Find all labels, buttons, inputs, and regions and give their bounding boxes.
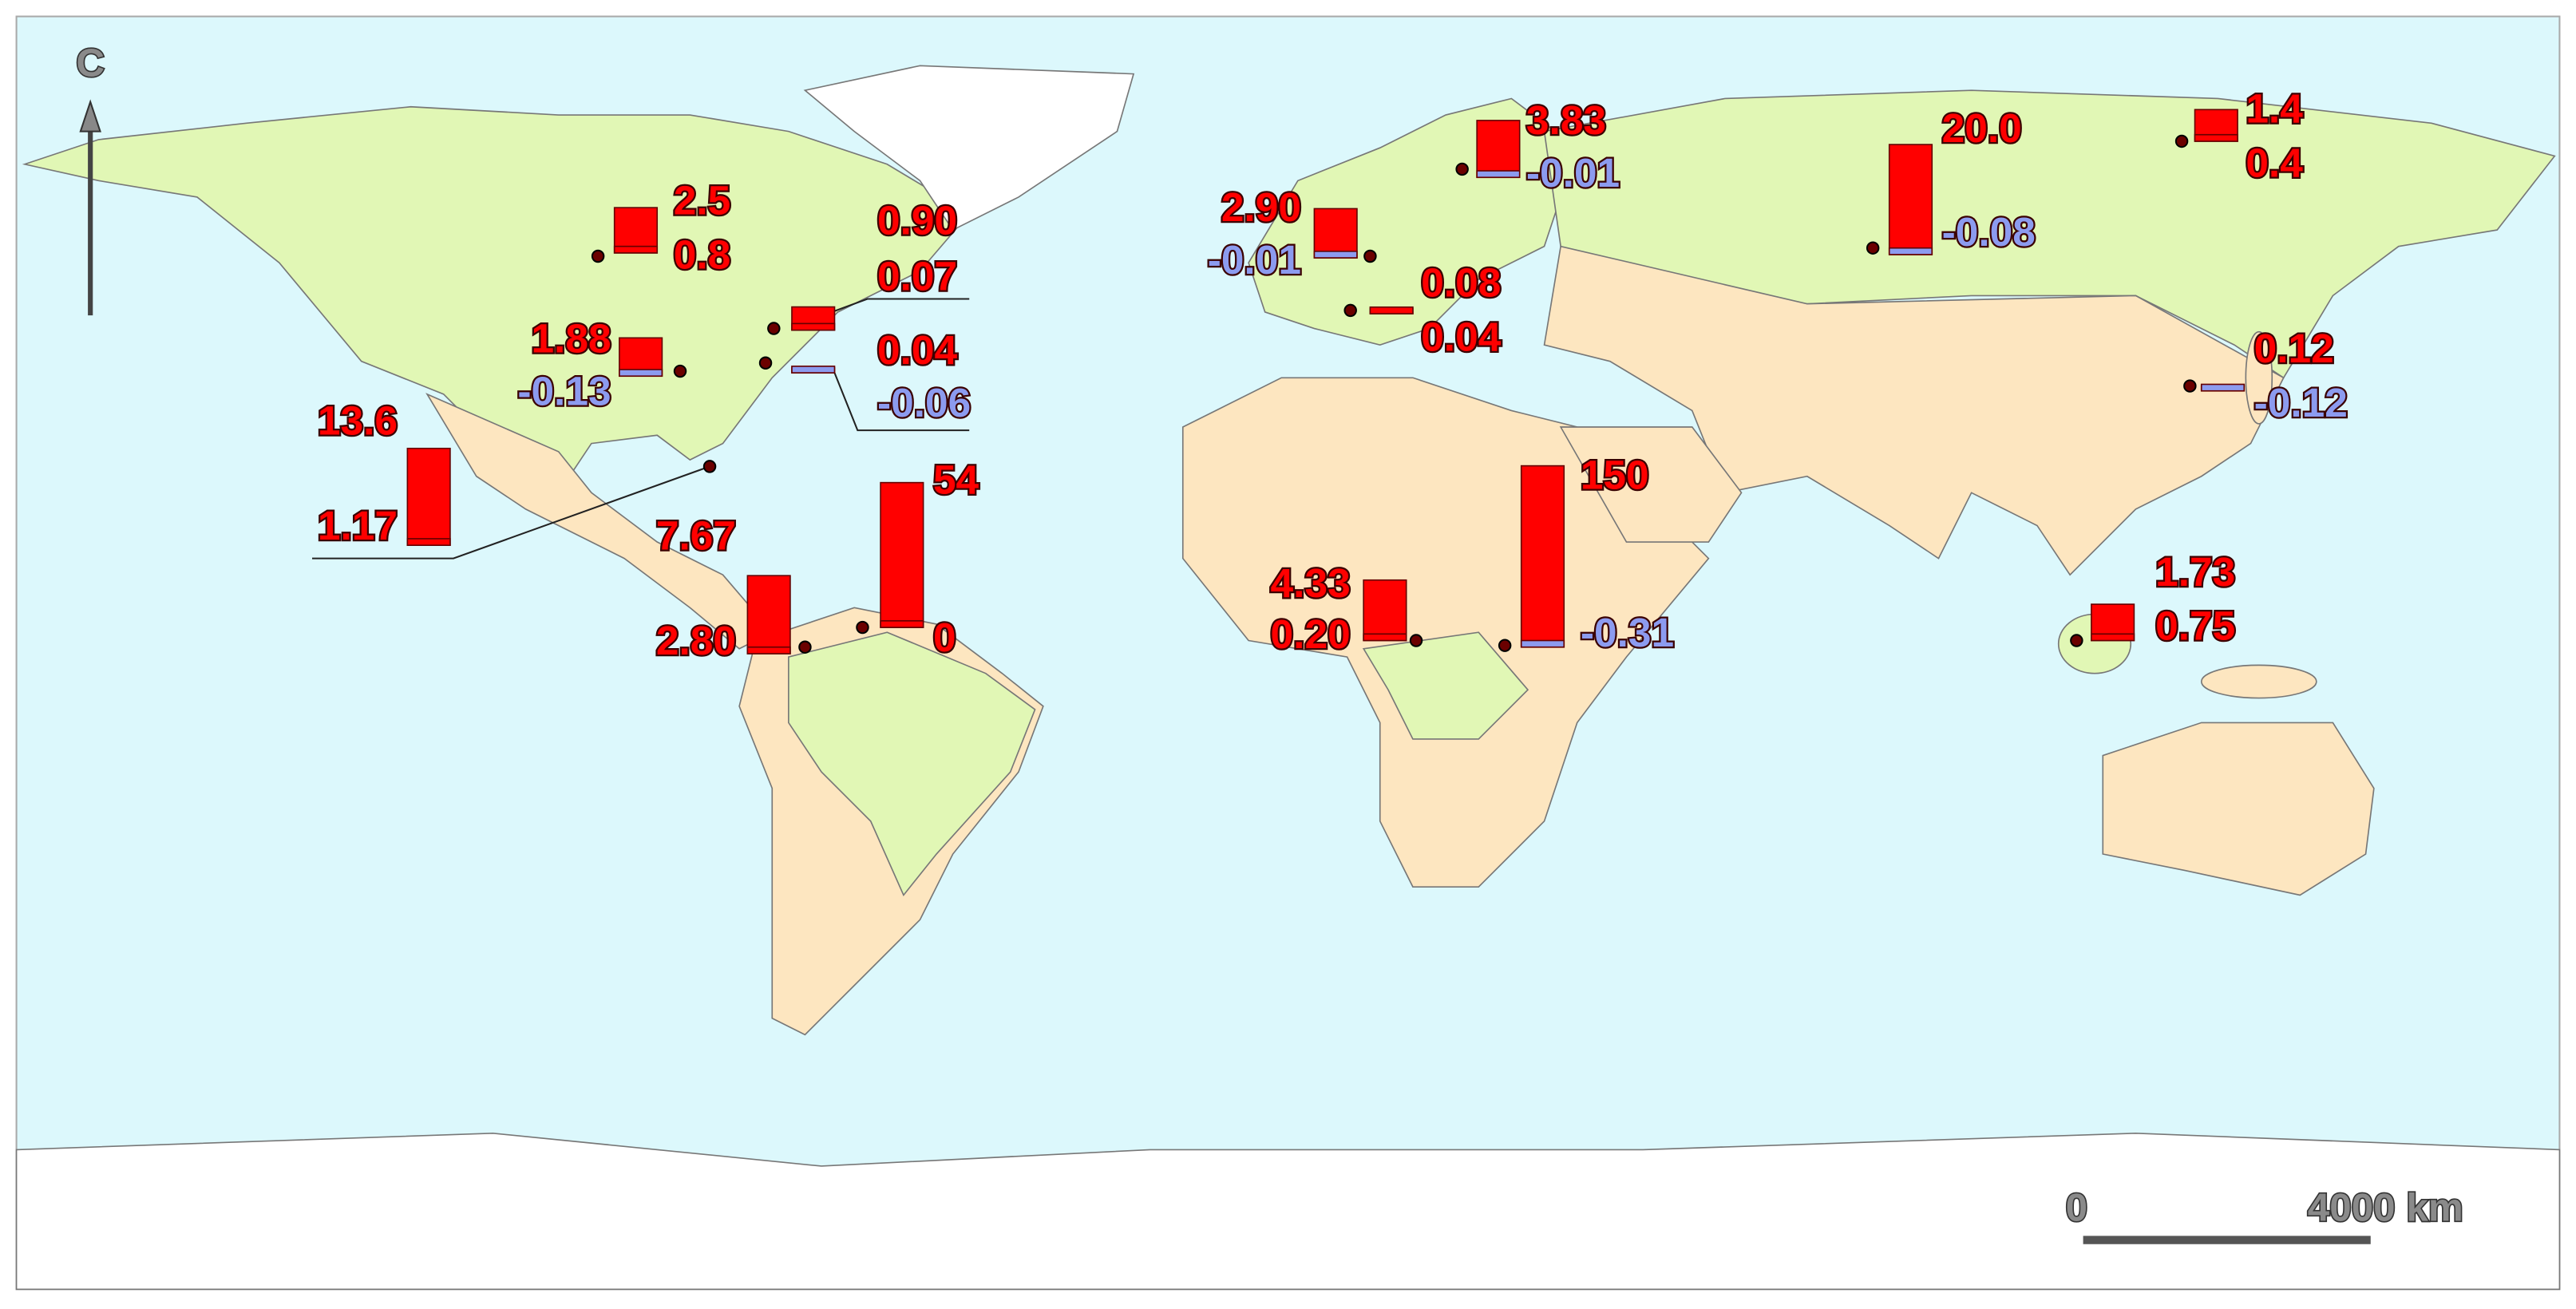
value-label: 3.83 <box>1526 97 1606 143</box>
site-marker <box>1343 303 1357 318</box>
value-label: 0 <box>933 614 956 660</box>
upper-bar <box>613 207 659 254</box>
value-label: -0.08 <box>1942 208 2036 255</box>
site-marker <box>767 322 781 335</box>
value-label: 2.5 <box>674 177 731 223</box>
value-label: 0.07 <box>877 252 957 299</box>
upper-bar <box>880 481 924 628</box>
greenland <box>803 65 1135 231</box>
upper-bar <box>746 575 791 654</box>
value-label: 1.17 <box>318 502 398 548</box>
value-label: 0.20 <box>1271 611 1351 657</box>
value-label: 13.6 <box>318 397 398 443</box>
value-label: 0.4 <box>2246 139 2303 185</box>
value-label: -0.12 <box>2254 379 2348 425</box>
australia <box>2102 722 2375 896</box>
north-label: C <box>76 41 105 85</box>
north-arrow: C <box>75 40 106 316</box>
value-label: 20.0 <box>1942 105 2022 151</box>
value-label: 1.73 <box>2155 548 2235 595</box>
site-marker <box>1498 639 1512 652</box>
site-marker <box>758 356 773 370</box>
value-label: -0.01 <box>1208 236 1301 283</box>
site-marker <box>1363 249 1377 263</box>
site-marker <box>673 364 687 378</box>
upper-bar <box>1888 144 1933 255</box>
value-label: 0.08 <box>1421 259 1501 306</box>
brazil <box>788 631 1036 897</box>
value-label: 0.04 <box>877 326 958 373</box>
lower-bar <box>613 245 659 254</box>
site-marker <box>856 620 869 635</box>
japan <box>2245 330 2273 425</box>
upper-bar <box>1313 208 1358 259</box>
lower-bar <box>2091 633 2135 642</box>
site-marker <box>1455 162 1469 176</box>
lower-bar <box>2200 383 2246 392</box>
site-marker <box>798 640 812 654</box>
landmasses <box>15 65 2561 1291</box>
value-label: 7.67 <box>656 512 736 559</box>
leader-line <box>312 465 710 560</box>
leader-line <box>833 372 970 432</box>
site-marker <box>2070 634 2083 647</box>
lower-bar <box>1363 633 1407 642</box>
value-label: -0.06 <box>877 379 971 425</box>
lower-bar <box>619 369 663 378</box>
north-arrow-head <box>79 99 101 132</box>
site-marker <box>2183 379 2197 393</box>
value-label: 2.80 <box>656 617 736 663</box>
lower-bar <box>1520 639 1565 648</box>
upper-bar <box>406 447 451 546</box>
site-marker <box>591 249 605 263</box>
value-label: 1.88 <box>531 315 611 362</box>
congo <box>1362 631 1529 740</box>
value-label: 150 <box>1581 451 1649 497</box>
value-label: -0.13 <box>517 367 611 413</box>
upper-bar <box>1520 465 1565 648</box>
value-label: 0.04 <box>1421 314 1502 360</box>
value-label: 0.75 <box>2155 603 2235 649</box>
lower-bar <box>406 538 451 546</box>
scale-end-label: 4000 km <box>2308 1186 2463 1230</box>
value-label: 1.4 <box>2246 85 2303 132</box>
lower-bar <box>791 366 836 374</box>
lower-bar <box>1313 251 1358 259</box>
value-label: 54 <box>933 457 979 503</box>
value-label: 0.8 <box>674 231 731 278</box>
upper-bar <box>1476 120 1521 179</box>
value-label: 0.90 <box>877 196 957 243</box>
arabia <box>1559 426 1743 543</box>
value-label: 0.12 <box>2254 325 2334 371</box>
africa <box>1181 377 1710 888</box>
scale-bar: 0 4000 km <box>2064 1184 2464 1244</box>
value-label: 4.33 <box>1271 560 1351 606</box>
lower-bar <box>1476 170 1521 179</box>
site-marker <box>1409 634 1423 647</box>
lower-bar <box>2194 133 2238 142</box>
site-marker <box>702 460 717 473</box>
sites: 2.5 0.8 0.90 0.07 1.88 -0.13 0.04 -0.06 13.6 1.17… <box>312 83 2349 665</box>
antarctica <box>15 1132 2561 1291</box>
value-label: -0.31 <box>1581 609 1674 655</box>
site-marker <box>2174 134 2189 148</box>
lower-bar <box>880 619 924 628</box>
scale-start-label: 0 <box>2066 1186 2087 1230</box>
new-guinea <box>2200 664 2317 699</box>
lower-bar <box>746 646 791 654</box>
site-marker <box>1866 241 1880 255</box>
value-label: -0.01 <box>1526 149 1620 196</box>
lower-bar <box>791 322 836 331</box>
upper-bar <box>1363 579 1407 642</box>
value-label: 2.90 <box>1221 184 1301 230</box>
lower-bar <box>1369 306 1414 314</box>
north-america <box>22 105 971 494</box>
lower-bar <box>1888 247 1933 255</box>
